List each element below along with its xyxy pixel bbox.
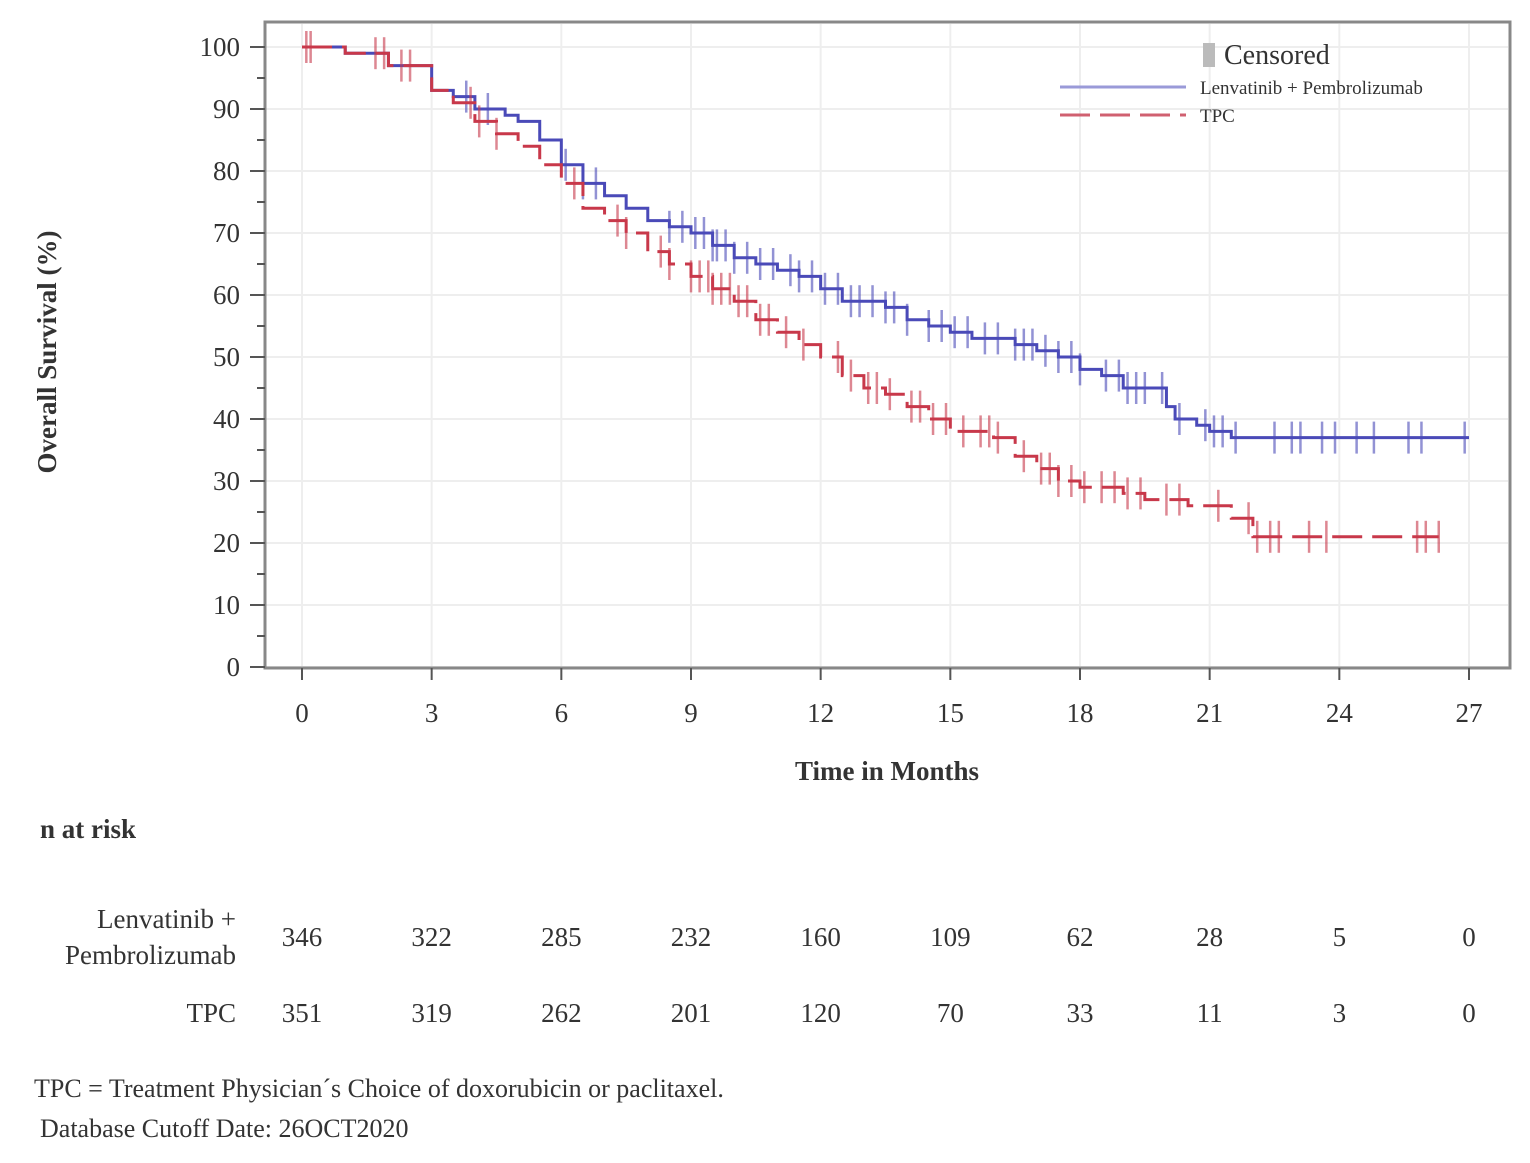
- y-tick-label: 100: [200, 32, 241, 62]
- x-tick-label: 21: [1196, 698, 1223, 728]
- risk-value: 0: [1462, 922, 1476, 952]
- x-tick-label: 18: [1067, 698, 1094, 728]
- risk-value: 28: [1196, 922, 1223, 952]
- x-axis-label: Time in Months: [795, 756, 979, 786]
- risk-value: 232: [671, 922, 712, 952]
- y-tick-label: 20: [213, 528, 240, 558]
- risk-value: 62: [1067, 922, 1094, 952]
- plot-frame: [263, 20, 1512, 670]
- risk-table-title: n at risk: [40, 814, 136, 844]
- curves: [302, 31, 1469, 553]
- legend: Censored Lenvatinib + Pembrolizumab TPC: [1060, 40, 1423, 127]
- risk-value: 351: [282, 998, 323, 1028]
- y-tick-label: 0: [227, 652, 241, 682]
- y-axis-label: Overall Survival (%): [32, 231, 62, 474]
- footnote: Database Cutoff Date: 26OCT2020: [40, 1114, 409, 1143]
- risk-value: 285: [541, 922, 582, 952]
- risk-value: 70: [937, 998, 964, 1028]
- y-tick-label: 70: [213, 218, 240, 248]
- risk-value: 160: [800, 922, 841, 952]
- y-tick-label: 40: [213, 404, 240, 434]
- x-tick-label: 15: [937, 698, 964, 728]
- y-tick-label: 90: [213, 94, 240, 124]
- y-tick-label: 30: [213, 466, 240, 496]
- risk-table: n at risk Lenvatinib + Pembrolizumab TPC…: [40, 814, 1476, 1028]
- x-tick-label: 24: [1326, 698, 1354, 728]
- x-tick-label: 6: [555, 698, 569, 728]
- legend-censored-marker: [1203, 43, 1215, 67]
- risk-value: 120: [800, 998, 841, 1028]
- risk-value: 319: [411, 998, 452, 1028]
- survival-curve: [302, 45, 1469, 440]
- axes: 0 3 6 9 12 15 18 21 24 27 0 10 20 30 40 50 60 70 80 90 100: [200, 32, 1483, 728]
- footnote: TPC = Treatment Physician´s Choice of do…: [34, 1074, 724, 1103]
- series-tpc: [302, 31, 1440, 553]
- y-tick-label: 80: [213, 156, 240, 186]
- grid: [266, 24, 1508, 668]
- survival-curve: [302, 45, 1439, 539]
- legend-censored-label: Censored: [1224, 40, 1330, 71]
- risk-row-label: Pembrolizumab: [65, 940, 236, 970]
- legend-label-tpc: TPC: [1200, 106, 1235, 127]
- risk-row-label: Lenvatinib +: [97, 904, 236, 934]
- x-tick-label: 12: [807, 698, 834, 728]
- risk-value: 201: [671, 998, 712, 1028]
- x-tick-label: 0: [295, 698, 309, 728]
- risk-value: 322: [411, 922, 452, 952]
- legend-label-lp: Lenvatinib + Pembrolizumab: [1200, 78, 1423, 99]
- risk-value: 33: [1067, 998, 1094, 1028]
- risk-value: 109: [930, 922, 971, 952]
- risk-value: 3: [1333, 998, 1347, 1028]
- risk-value: 262: [541, 998, 582, 1028]
- x-tick-label: 3: [425, 698, 439, 728]
- risk-row-label: TPC: [186, 998, 236, 1028]
- y-tick-label: 10: [213, 590, 240, 620]
- series-lenvatinib-pembrolizumab: [302, 45, 1469, 454]
- y-tick-label: 60: [213, 280, 240, 310]
- x-tick-label: 27: [1456, 698, 1483, 728]
- risk-value: 0: [1462, 998, 1476, 1028]
- risk-value: 11: [1197, 998, 1223, 1028]
- x-tick-label: 9: [684, 698, 698, 728]
- risk-value: 346: [282, 922, 323, 952]
- risk-value: 5: [1333, 922, 1347, 952]
- y-tick-label: 50: [213, 342, 240, 372]
